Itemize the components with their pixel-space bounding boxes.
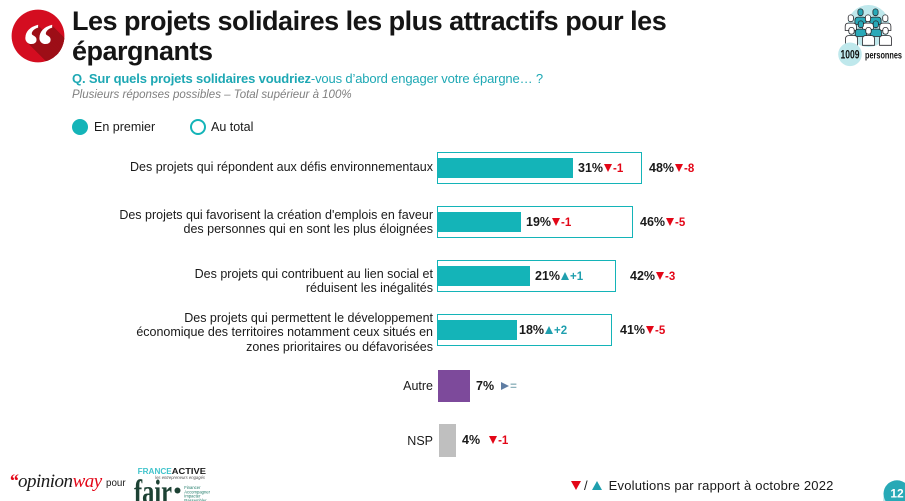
svg-text:“: “ [60, 48, 65, 63]
svg-text:“: “ [29, 17, 61, 63]
svg-text:“: “ [27, 15, 59, 63]
svg-text:les entrepreneurs engagés: les entrepreneurs engagés [155, 475, 206, 480]
svg-text:personnes: personnes [865, 51, 902, 62]
svg-text:“: “ [26, 14, 58, 63]
svg-text:“: “ [25, 13, 57, 63]
svg-text:12: 12 [890, 487, 904, 501]
svg-text:“: “ [61, 49, 65, 63]
svg-text:“: “ [23, 11, 55, 63]
svg-text:“: “ [24, 12, 56, 63]
svg-text:“: “ [62, 50, 65, 63]
svg-text:“: “ [63, 51, 65, 63]
svg-text:fair: fair [134, 474, 172, 501]
svg-text:1009: 1009 [841, 48, 860, 62]
svg-text:FRANCEACTIVE: FRANCEACTIVE [138, 467, 206, 476]
svg-text:“: “ [28, 16, 60, 63]
svg-text:“: “ [22, 10, 54, 63]
svg-text:“: “ [53, 41, 65, 63]
